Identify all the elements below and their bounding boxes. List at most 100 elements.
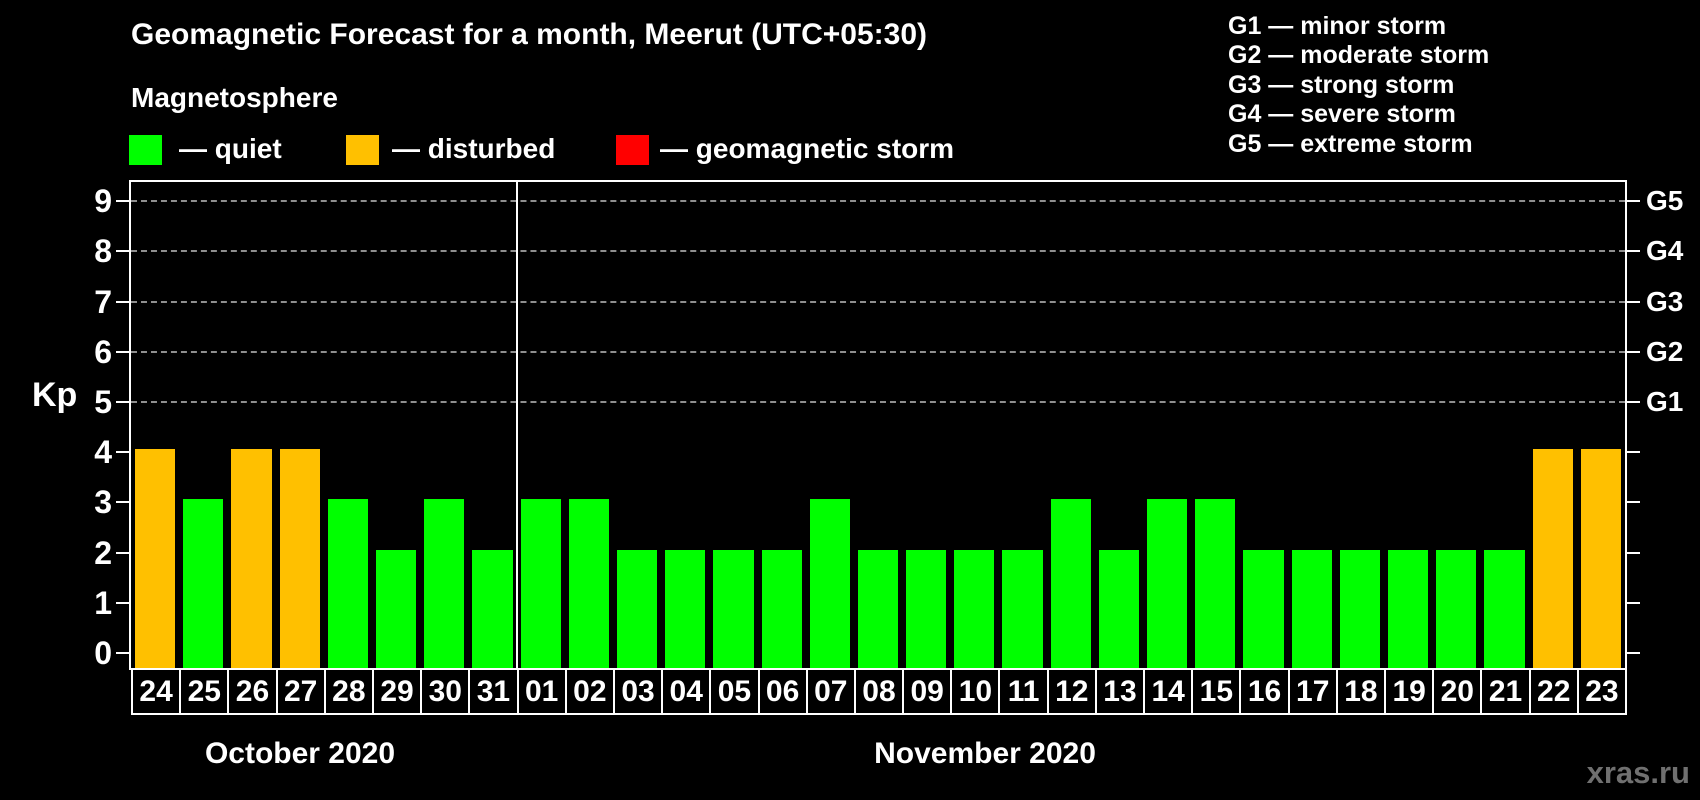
- y-tick-left: [116, 350, 129, 353]
- g-legend-line: G5 — extreme storm: [1228, 129, 1473, 158]
- kp-bar-day-28: [327, 499, 368, 668]
- month-label: November 2020: [874, 737, 1096, 770]
- kp-bar-day-25: [183, 499, 224, 668]
- magnetosphere-label: Magnetosphere: [131, 82, 338, 113]
- kp-bar-day-22: [1532, 449, 1573, 668]
- kp-bar-day-23: [1580, 449, 1621, 668]
- kp-bar-day-24: [135, 449, 176, 668]
- y-tick-right: [1627, 200, 1640, 203]
- g-legend-line: G3 — strong storm: [1228, 70, 1455, 99]
- y-tick-left: [116, 501, 129, 504]
- day-label: 25: [179, 668, 230, 715]
- y-tick-label: 5: [94, 384, 112, 420]
- legend-swatch-storm: [616, 135, 649, 165]
- day-label: 03: [612, 668, 664, 715]
- g-legend-line: G1 — minor storm: [1228, 12, 1447, 40]
- kp-bar-day-09: [906, 549, 947, 668]
- kp-bar-day-05: [713, 549, 754, 668]
- g-axis-label-G3: G3: [1646, 285, 1684, 317]
- y-tick-right: [1627, 601, 1640, 604]
- y-tick-right: [1627, 451, 1640, 454]
- watermark: xras.ru: [1586, 755, 1690, 790]
- kp-gridline: [131, 350, 1625, 353]
- kp-gridline: [131, 200, 1625, 203]
- legend-label-disturbed: — disturbed: [392, 133, 556, 164]
- kp-gridline: [131, 250, 1625, 253]
- day-label: 19: [1384, 668, 1435, 715]
- kp-bar-day-13: [1098, 549, 1140, 668]
- legend-label-quiet: — quiet: [179, 133, 282, 164]
- day-label: 31: [468, 668, 519, 715]
- day-label: 27: [275, 668, 326, 715]
- kp-bar-day-27: [279, 449, 320, 668]
- y-tick-left: [116, 601, 129, 604]
- day-label: 23: [1576, 668, 1627, 715]
- y-tick-right: [1627, 551, 1640, 554]
- kp-bar-day-14: [1147, 499, 1188, 668]
- kp-bar-day-16: [1243, 549, 1284, 668]
- legend-label-storm: — geomagnetic storm: [660, 133, 955, 164]
- day-label: 15: [1191, 668, 1242, 715]
- day-label: 05: [709, 668, 760, 715]
- y-tick-label: 0: [94, 635, 112, 671]
- y-tick-left: [116, 250, 129, 253]
- day-label: 08: [853, 668, 905, 715]
- g-scale-legend: G1 — minor storm G2 — moderate storm G3 — …: [1228, 12, 1489, 159]
- day-label: 01: [516, 668, 567, 715]
- day-label: 02: [564, 668, 615, 715]
- y-tick-label: 4: [94, 434, 112, 471]
- g-axis-label-G4: G4: [1646, 235, 1684, 267]
- y-tick-left: [116, 551, 129, 554]
- day-label: 30: [420, 668, 471, 715]
- day-label: 18: [1335, 668, 1387, 715]
- day-label: 22: [1528, 668, 1579, 715]
- day-label: 17: [1287, 668, 1338, 715]
- g-legend-line: G2 — moderate storm: [1228, 41, 1490, 70]
- y-tick-label: 7: [94, 283, 112, 320]
- day-label: 13: [1094, 668, 1146, 715]
- y-tick-label: 9: [94, 183, 112, 220]
- kp-bar-day-07: [809, 499, 850, 668]
- day-label: 29: [371, 668, 423, 715]
- legend-swatch-quiet: [129, 135, 162, 165]
- plot-area: [131, 182, 1625, 668]
- kp-bar-day-17: [1291, 549, 1332, 668]
- g-axis-label-G5: G5: [1646, 185, 1684, 217]
- y-tick-label: 8: [94, 233, 112, 270]
- y-tick-left: [116, 652, 129, 654]
- y-tick-label: 1: [94, 584, 112, 621]
- kp-bar-day-19: [1388, 549, 1429, 668]
- day-label: 12: [1046, 668, 1097, 715]
- kp-gridline: [131, 401, 1625, 403]
- day-label: 11: [998, 668, 1049, 715]
- kp-bar-day-02: [568, 499, 609, 668]
- kp-bar-day-10: [954, 549, 995, 668]
- g-legend-line: G4 — severe storm: [1228, 100, 1456, 129]
- kp-bar-day-15: [1195, 499, 1236, 668]
- kp-bar-day-20: [1436, 549, 1477, 668]
- kp-bar-day-31: [472, 549, 513, 668]
- y-tick-left: [116, 300, 129, 303]
- day-label: 20: [1432, 668, 1483, 715]
- day-label: 14: [1143, 668, 1194, 715]
- kp-bar-day-08: [857, 549, 899, 668]
- day-label: 09: [902, 668, 953, 715]
- month-label: October 2020: [204, 737, 396, 770]
- day-label: 24: [131, 668, 182, 715]
- kp-bar-day-04: [665, 549, 706, 668]
- kp-bar-day-01: [520, 499, 561, 668]
- y-axis-title: Kp: [32, 376, 78, 414]
- legend-swatch-disturbed: [346, 135, 379, 165]
- kp-bar-day-21: [1484, 549, 1525, 668]
- day-label: 26: [227, 668, 278, 715]
- y-tick-left: [116, 200, 129, 203]
- chart-title: Geomagnetic Forecast for a month, Meerut…: [131, 18, 927, 51]
- kp-bar-day-03: [616, 549, 658, 668]
- kp-bar-day-06: [761, 549, 802, 668]
- y-tick-right: [1627, 652, 1640, 654]
- y-tick-right: [1627, 501, 1640, 504]
- kp-bar-day-11: [1002, 549, 1043, 668]
- kp-bar-day-26: [231, 449, 272, 668]
- y-tick-right: [1627, 401, 1640, 403]
